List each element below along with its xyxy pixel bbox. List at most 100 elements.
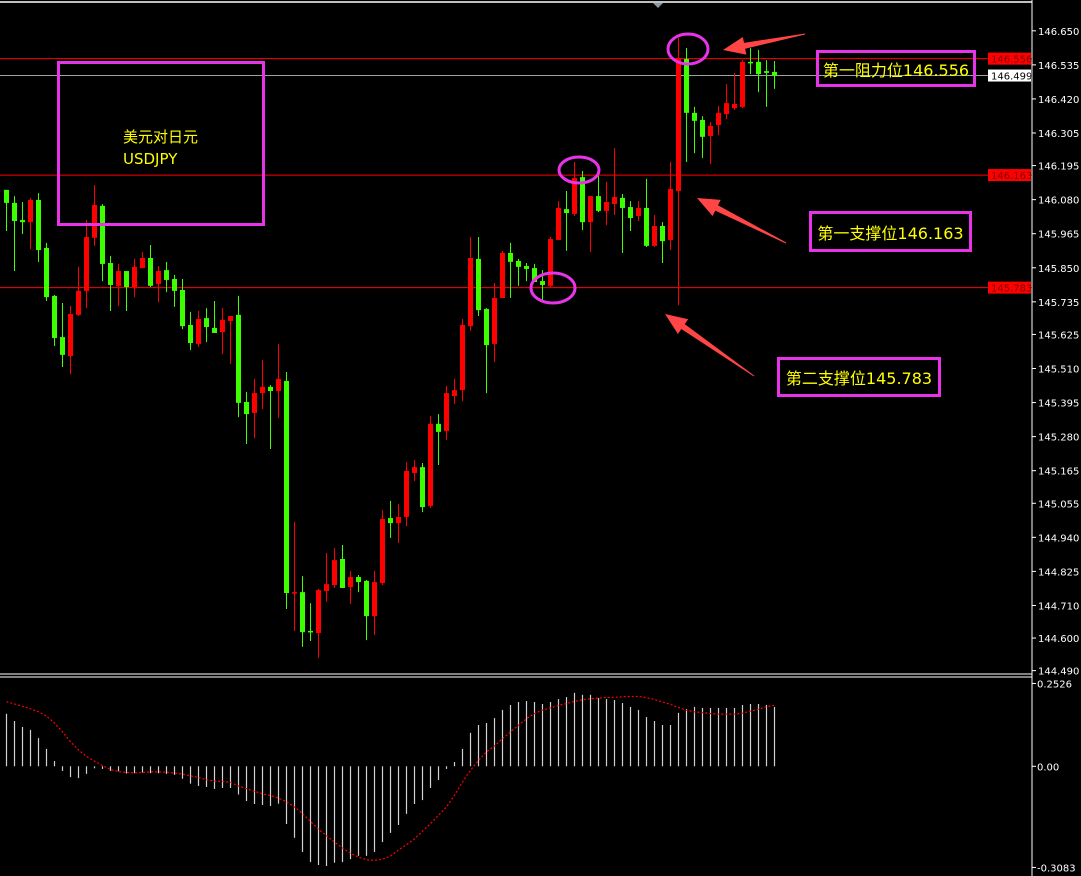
symbol-annotation-box: 美元对日元 USDJPY (57, 61, 265, 226)
candle (436, 414, 441, 466)
candle (676, 37, 681, 306)
candle-body (340, 558, 345, 588)
candle (652, 215, 657, 248)
candle-body (188, 324, 193, 344)
candle (372, 571, 377, 636)
candle (428, 415, 433, 509)
candle-body (660, 226, 665, 242)
candle-body (20, 220, 25, 223)
candle-body (652, 226, 657, 246)
candle (28, 197, 33, 250)
candle-body (580, 177, 585, 223)
candle-body (180, 289, 185, 327)
candle-body (492, 297, 497, 344)
candle-body (60, 337, 65, 355)
candle (556, 201, 561, 240)
candle (244, 391, 249, 445)
candle-body (548, 239, 553, 286)
candle-body (212, 327, 217, 333)
candle-body (292, 592, 297, 594)
candle-body (84, 236, 89, 291)
candle (108, 255, 113, 312)
candle-body (196, 319, 201, 344)
candle-body (772, 71, 777, 76)
macd-y-tick-label: 0.2526 (1037, 679, 1072, 690)
candle (292, 521, 297, 631)
candle-body (644, 207, 649, 246)
candle (516, 258, 521, 286)
macd-y-tick-label: 0.00 (1037, 762, 1059, 773)
candle (68, 305, 73, 375)
candle (380, 510, 385, 586)
candle (724, 84, 729, 120)
candle-body (564, 209, 569, 213)
candle (124, 271, 129, 312)
candle (572, 162, 577, 216)
candle (12, 196, 17, 272)
candle-body (324, 584, 329, 591)
y-tick-label: 145.510 (1038, 364, 1079, 375)
candle (700, 116, 705, 158)
y-tick-label: 144.825 (1038, 567, 1079, 578)
candle-body (372, 582, 377, 617)
candle (172, 274, 177, 307)
y-tick-label: 144.600 (1038, 634, 1079, 645)
candle (764, 60, 769, 107)
candle (708, 122, 713, 165)
y-tick-label: 145.395 (1038, 399, 1079, 410)
candle-body (396, 516, 401, 524)
candle (4, 189, 9, 232)
candle (76, 266, 81, 317)
candle (140, 252, 145, 269)
candle-body (676, 58, 681, 192)
candle-body (556, 207, 561, 240)
candle (604, 181, 609, 226)
candle-body (276, 378, 281, 392)
y-tick-label: 145.625 (1038, 330, 1079, 341)
candle-body (692, 112, 697, 121)
chart-frame (0, 0, 1033, 876)
candle-body (116, 271, 121, 286)
candle (612, 148, 617, 216)
candle-body (300, 592, 305, 633)
macd-signal-line (6, 695, 775, 862)
candle (756, 50, 761, 93)
candle (356, 574, 361, 593)
price-tag-label: 146.556 (991, 55, 1032, 66)
candle (452, 378, 457, 405)
candle (180, 279, 185, 330)
candle-body (444, 393, 449, 431)
candle-body (260, 386, 265, 394)
candle (348, 571, 353, 604)
candle-body (740, 61, 745, 107)
symbol-ticker: USDJPY (123, 150, 178, 168)
candle-body (356, 577, 361, 583)
candle-body (12, 202, 17, 221)
candle (508, 242, 513, 298)
candle (228, 316, 233, 365)
candle (164, 261, 169, 293)
candle-body (388, 518, 393, 524)
candle (300, 576, 305, 647)
candle-body (604, 202, 609, 211)
y-tick-label: 146.650 (1038, 27, 1079, 38)
candle-body (612, 196, 617, 205)
candle-body (4, 189, 9, 203)
candle (284, 372, 289, 610)
candle-body (516, 260, 521, 267)
candle (444, 385, 449, 440)
candle-body (236, 314, 241, 403)
y-tick-label: 146.195 (1038, 162, 1079, 173)
candle (548, 236, 553, 288)
candle (732, 72, 737, 110)
candle (20, 202, 25, 235)
candle-body (572, 178, 577, 214)
candle-body (668, 188, 673, 240)
y-tick-label: 145.850 (1038, 264, 1079, 275)
candle (188, 311, 193, 351)
candle (92, 185, 97, 246)
candle (588, 196, 593, 253)
candle (116, 263, 121, 306)
candle (260, 359, 265, 410)
